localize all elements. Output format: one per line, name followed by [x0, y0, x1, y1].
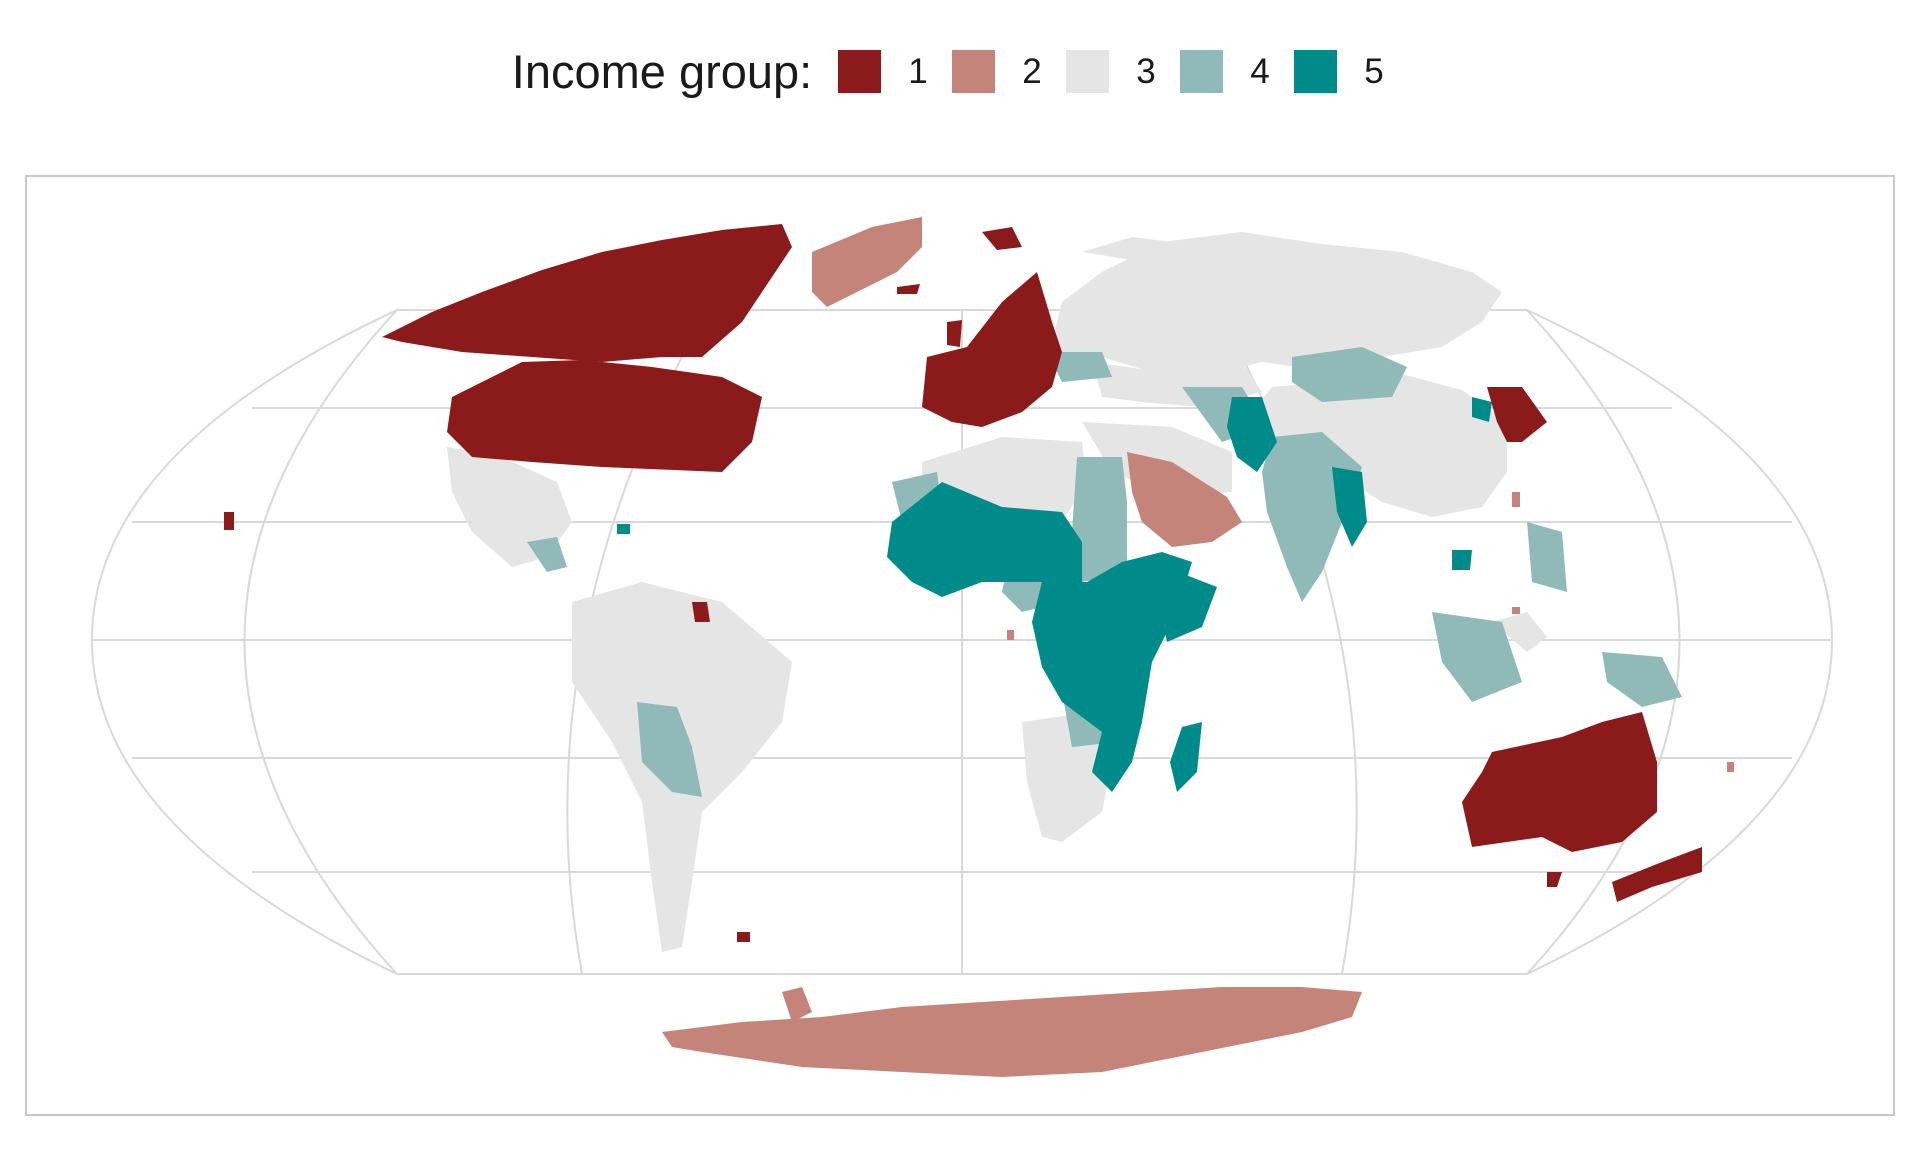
country-mongolia [1292, 347, 1407, 402]
meridian-120w [243, 309, 398, 975]
country-horn-of-africa [1152, 562, 1217, 642]
map-panel [25, 175, 1895, 1116]
country-philippines [1527, 522, 1567, 592]
legend-title: Income group: [511, 45, 813, 98]
country-tasmania [1547, 872, 1562, 887]
country-myanmar [1332, 467, 1367, 547]
country-greenland [812, 217, 922, 307]
country-ukraine [1047, 352, 1112, 382]
country-arabian-peninsula [1127, 452, 1242, 547]
country-north-korea [1472, 397, 1492, 422]
world-map [90, 217, 1834, 1077]
country-afghanistan-pakistan [1227, 397, 1277, 472]
legend-key-1 [838, 50, 882, 93]
country-scandinavia-n [982, 227, 1022, 250]
income-group-5 [617, 397, 1492, 792]
country-mexico [447, 447, 572, 567]
income-group-1 [224, 224, 1702, 942]
country-falklands [737, 932, 750, 942]
legend: Income group: 1 2 3 4 5 [0, 44, 1920, 99]
legend-item-1: 1 [838, 50, 928, 93]
legend-key-3 [1066, 50, 1110, 93]
country-cambodia [1452, 550, 1472, 570]
country-papua [1602, 652, 1682, 707]
country-europe [922, 272, 1062, 427]
country-indonesia-part [1492, 612, 1547, 652]
income-group-2 [662, 217, 1734, 1077]
legend-key-2 [952, 50, 996, 93]
legend-label-3: 3 [1136, 51, 1156, 91]
country-new-caledonia [1727, 762, 1734, 772]
country-central-america [527, 537, 567, 572]
country-egypt-sudan [1072, 457, 1127, 582]
country-taiwan [1512, 492, 1520, 507]
legend-label-1: 1 [908, 51, 928, 91]
income-group-4 [527, 347, 1682, 797]
legend-key-4 [1180, 50, 1224, 93]
country-se-asia-islands [1432, 612, 1522, 702]
legend-item-5: 5 [1294, 50, 1384, 93]
country-antarctica [662, 987, 1362, 1077]
country-antarctic-peninsula [782, 987, 812, 1022]
country-sao-tome [1007, 630, 1014, 640]
country-madagascar [1170, 722, 1202, 792]
country-canada [382, 224, 792, 362]
country-china [1252, 374, 1507, 517]
country-central-east-africa [1032, 552, 1192, 792]
legend-label-4: 4 [1250, 51, 1270, 91]
country-hawaii [224, 512, 234, 530]
country-brunei [1512, 607, 1520, 614]
country-usa [447, 360, 762, 472]
country-bolivia [637, 702, 702, 797]
country-alaska-arctic [1082, 237, 1172, 260]
legend-item-3: 3 [1066, 50, 1156, 93]
country-new-zealand [1612, 847, 1702, 902]
country-uk [947, 320, 962, 347]
legend-label-2: 2 [1022, 51, 1042, 91]
legend-label-5: 5 [1364, 51, 1384, 91]
legend-item-4: 4 [1180, 50, 1270, 93]
meridian-120e [1526, 309, 1681, 975]
country-haiti [617, 524, 630, 534]
legend-item-2: 2 [952, 50, 1042, 93]
country-japan-korea [1487, 387, 1547, 442]
country-french-guiana [692, 602, 710, 622]
country-iceland [897, 284, 920, 294]
legend-key-5 [1294, 50, 1338, 93]
country-russia [1052, 232, 1502, 377]
country-sahel-west-africa [887, 482, 1082, 597]
country-australia [1462, 712, 1657, 852]
